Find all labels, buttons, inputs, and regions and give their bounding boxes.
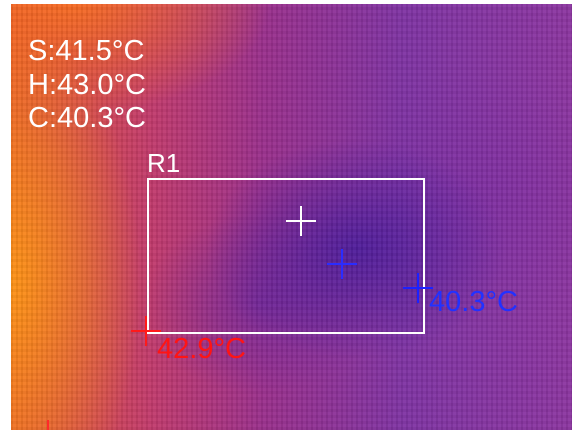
roi-rectangle[interactable]: [147, 178, 425, 334]
hot-spot-icon: [131, 316, 161, 346]
min-temperature-label: C:40.3°C: [28, 102, 146, 134]
cold-marker-crosshair-icon: [403, 273, 433, 303]
spot-temperature-label: S:41.5°C: [28, 35, 145, 67]
cold-spot-icon: [327, 249, 357, 279]
max-temperature-label: H:43.0°C: [28, 69, 146, 101]
hot-temperature-label: 42.9°C: [157, 333, 246, 365]
center-crosshair-icon: [286, 206, 316, 236]
roi-label: R1: [147, 148, 181, 178]
edge-marker-icon: [47, 420, 49, 430]
cold-temperature-label: 40.3°C: [429, 286, 518, 318]
